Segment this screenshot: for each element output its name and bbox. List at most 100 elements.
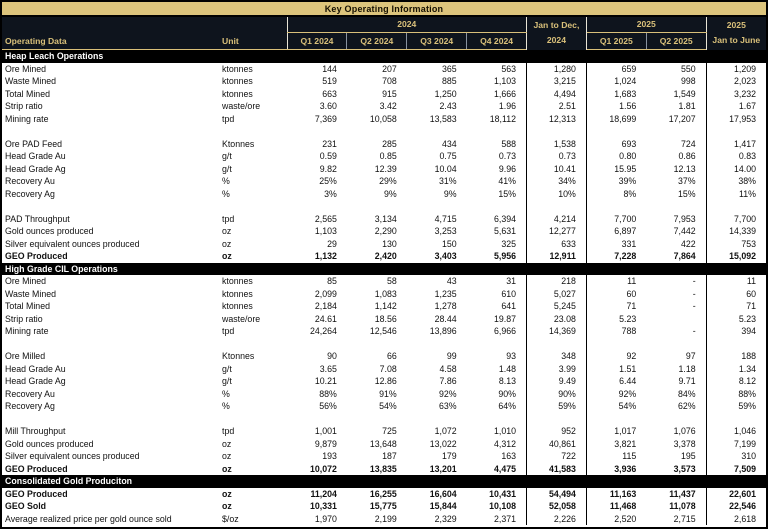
row-unit: oz	[215, 437, 287, 450]
cell-value: 588	[466, 137, 527, 150]
cell-value: 3,215	[526, 75, 587, 88]
cell-value: 4.58	[406, 362, 467, 375]
row-unit: ktonnes	[215, 87, 287, 100]
cell-value: -	[646, 275, 707, 288]
cell-value: 4,312	[466, 437, 527, 450]
cell-value: 6,966	[466, 325, 527, 338]
cell-value: 41,583	[526, 462, 587, 475]
cell-value: 2.51	[526, 100, 587, 113]
cell-value	[705, 337, 766, 350]
cell-value	[526, 125, 587, 138]
row-label: Strip ratio	[2, 100, 215, 113]
row-unit	[215, 337, 287, 350]
cell-value: 7,509	[705, 462, 766, 475]
cell-value: 4,715	[406, 212, 467, 225]
cell-value: 11,204	[287, 487, 347, 500]
cell-value: 15%	[646, 187, 707, 200]
cell-value: 85	[287, 275, 347, 288]
row-label: Average realized price per gold ounce so…	[2, 512, 215, 525]
cell-value: 2,226	[526, 512, 587, 525]
cell-value: 7,442	[646, 225, 707, 238]
table-row: GEO Produced oz 11,204 16,255 16,604 10,431 54…	[2, 487, 766, 500]
col-header-operating-data: Operating Data	[2, 32, 215, 50]
row-unit	[215, 125, 287, 138]
row-unit: tpd	[215, 112, 287, 125]
cell-value: 179	[406, 450, 467, 463]
row-label: Gold ounces produced	[2, 437, 215, 450]
cell-value: 13,583	[406, 112, 467, 125]
row-unit: ktonnes	[215, 300, 287, 313]
cell-value: 5,027	[526, 287, 587, 300]
cell-value: 90	[287, 350, 347, 363]
table-row: Ore Mined ktonnes 85 58 43 31 218 11-11	[2, 275, 766, 288]
cell-value: 610	[466, 287, 527, 300]
cell-value	[466, 412, 527, 425]
cell-value: 0.73	[526, 150, 587, 163]
cell-value: 163	[466, 450, 527, 463]
table-row: Head Grade Au g/t 0.59 0.85 0.75 0.73 0.73 0.80…	[2, 150, 766, 163]
cell-value	[646, 125, 707, 138]
cell-value: 1,970	[287, 512, 347, 525]
cell-value: 1,024	[585, 75, 647, 88]
cell-value: 2,715	[646, 512, 707, 525]
row-unit: $/oz	[215, 512, 287, 525]
cell-value: 11,078	[646, 500, 707, 513]
row-label: Mining rate	[2, 325, 215, 338]
table-row: Strip ratio waste/ore 3.60 3.42 2.43 1.96 2.51…	[2, 100, 766, 113]
cell-value: 10,331	[287, 500, 347, 513]
cell-value: 40,861	[526, 437, 587, 450]
cell-value: 3,378	[646, 437, 707, 450]
cell-value: 1,142	[346, 300, 407, 313]
cell-value: 13,648	[346, 437, 407, 450]
cell-value: 3,232	[705, 87, 766, 100]
table-row: Recovery Ag% 56% 54% 63% 64% 59% 54% 62% 59%	[2, 400, 766, 413]
cell-value: 10.41	[526, 162, 587, 175]
row-unit: g/t	[215, 375, 287, 388]
row-label: Mining rate	[2, 112, 215, 125]
cell-value: 56%	[287, 400, 347, 413]
cell-value: 144	[287, 62, 347, 75]
cell-value: 231	[287, 137, 347, 150]
cell-value: 348	[526, 350, 587, 363]
table-row: GEO Produced oz 1,132 2,420 3,403 5,956 12,911…	[2, 250, 766, 263]
cell-value: -	[646, 325, 707, 338]
row-unit: %	[215, 175, 287, 188]
row-label	[2, 337, 215, 350]
group-header-spacer-name	[2, 17, 215, 33]
cell-value: 394	[705, 325, 766, 338]
cell-value: 1,209	[705, 62, 766, 75]
cell-value: 3.65	[287, 362, 347, 375]
cell-value: 1,103	[466, 75, 527, 88]
cell-value	[406, 337, 467, 350]
cell-value	[646, 312, 707, 325]
cell-value: 3,403	[406, 250, 467, 263]
cell-value: 60	[585, 287, 647, 300]
cell-value: 12,546	[346, 325, 407, 338]
cell-value: 19.87	[466, 312, 527, 325]
row-unit: g/t	[215, 162, 287, 175]
cell-value: 9%	[346, 187, 407, 200]
cell-value: 0.80	[585, 150, 647, 163]
cell-value: 13,835	[346, 462, 407, 475]
cell-value: 1,001	[287, 425, 347, 438]
cell-value: 1.56	[585, 100, 647, 113]
cell-value: 693	[585, 137, 647, 150]
cell-value: 195	[646, 450, 707, 463]
row-label: Recovery Au	[2, 175, 215, 188]
row-unit: tpd	[215, 212, 287, 225]
cell-value: 1.96	[466, 100, 527, 113]
cell-value	[287, 412, 347, 425]
cell-value: 1,278	[406, 300, 467, 313]
cell-value: 15,775	[346, 500, 407, 513]
row-label: Ore Mined	[2, 275, 215, 288]
cell-value: 6.44	[585, 375, 647, 388]
table-row: Silver equivalent ounces produced oz 29 130…	[2, 237, 766, 250]
blank-row	[2, 125, 766, 138]
cell-value: 1,280	[526, 62, 587, 75]
cell-value: 5,956	[466, 250, 527, 263]
cell-value: 15,844	[406, 500, 467, 513]
cell-value: 11,437	[646, 487, 707, 500]
group-header-2024: 2024	[286, 17, 527, 33]
cell-value: 11%	[705, 187, 766, 200]
cell-value: 18,112	[466, 112, 527, 125]
